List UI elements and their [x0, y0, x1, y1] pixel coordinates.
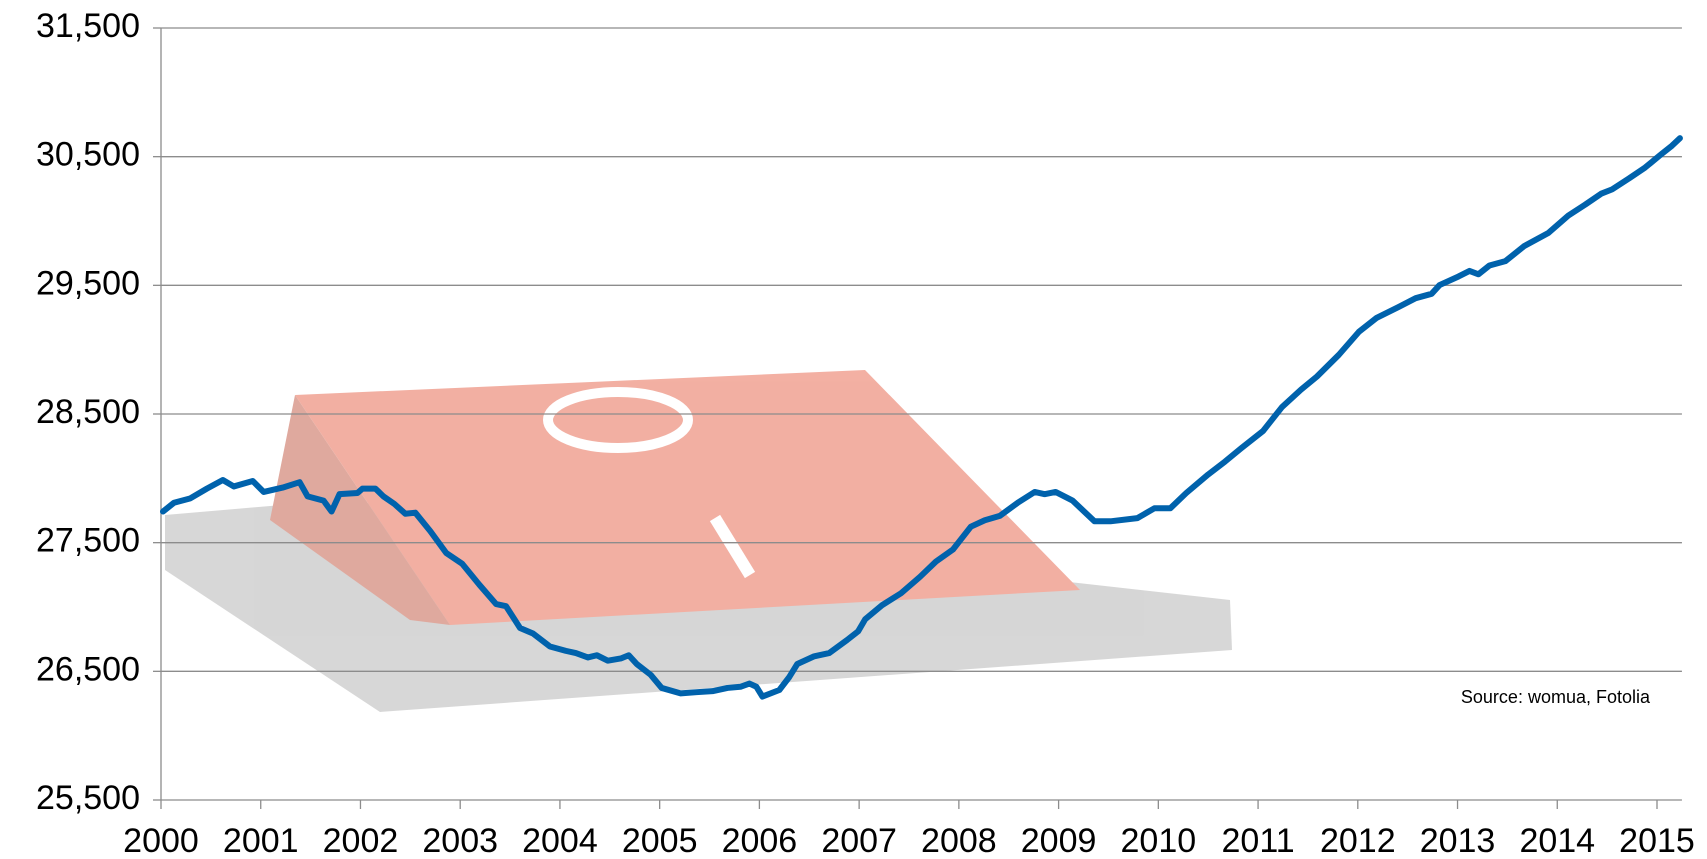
x-tick-label: 2011	[1222, 822, 1295, 859]
x-tick-label: 2015	[1619, 822, 1695, 859]
grid	[161, 27, 1682, 672]
x-tick-label: 2008	[921, 822, 997, 859]
x-tick-label: 2007	[821, 822, 897, 859]
x-tick-label: 2001	[223, 822, 299, 859]
x-tick-label: 2009	[1021, 822, 1097, 859]
x-tick-label: 2005	[622, 822, 698, 859]
axes: 25,500 26,500 27,500 28,500 29,500 30,500 31,5…	[36, 7, 1695, 859]
series-line	[159, 135, 1683, 700]
plot	[159, 135, 1683, 700]
y-tick-label: 29,500	[36, 264, 140, 302]
switch-o	[543, 387, 693, 453]
y-tick-label: 27,500	[36, 522, 140, 560]
y-tick-label: 25,500	[36, 779, 140, 817]
source-note: Source: womua, Fotolia	[1461, 687, 1651, 707]
x-tick-label: 2012	[1320, 822, 1396, 859]
x-tick-label: 2004	[522, 822, 598, 859]
x-tick-label: 2002	[323, 822, 399, 859]
background-photo	[165, 370, 1232, 712]
x-tick-label: 2006	[722, 822, 798, 859]
y-tick-label: 30,500	[36, 136, 140, 174]
y-tick-label: 31,500	[36, 7, 140, 45]
y-tick-label: 26,500	[36, 650, 140, 688]
y-tick-label: 28,500	[36, 393, 140, 431]
x-tick-label: 2013	[1420, 822, 1496, 859]
switch-rocker	[295, 370, 1080, 625]
switch-side	[270, 395, 450, 625]
x-tick-label: 2003	[422, 822, 498, 859]
x-tick-label: 2000	[123, 822, 199, 859]
x-tick-label: 2014	[1519, 822, 1595, 859]
x-tick-label: 2010	[1121, 822, 1197, 859]
switch-i	[709, 514, 756, 579]
switch-base	[165, 500, 1232, 712]
